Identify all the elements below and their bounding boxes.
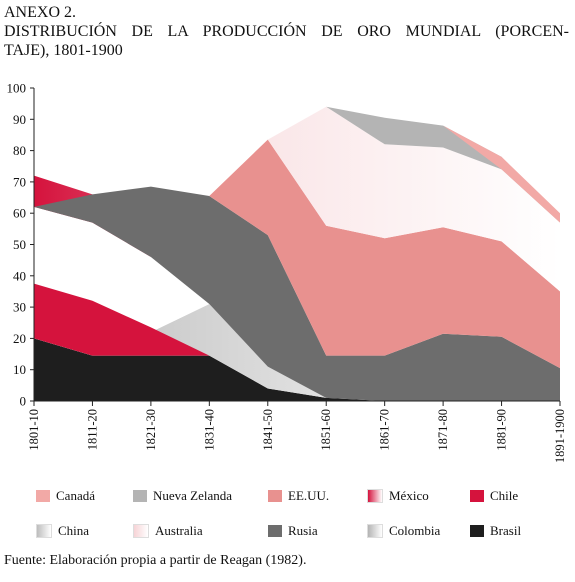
y-tick-label: 90 [13, 112, 26, 127]
area-colombia [34, 206, 560, 401]
y-tick-label: 30 [13, 300, 26, 315]
y-tick-label: 70 [13, 174, 26, 189]
area-nueva-zelanda [34, 106, 560, 223]
y-tick-label: 100 [7, 81, 27, 96]
y-tick-label: 80 [13, 143, 26, 158]
x-tick-label: 1891-1900 [553, 409, 567, 463]
y-tick-label: 10 [13, 362, 26, 377]
stacked-area-chart: 0 10 20 30 40 50 60 70 80 90 100 1801-10 1811-20 1821… [7, 81, 568, 464]
area-ee-uu [34, 139, 560, 369]
x-tick-label: 1811-20 [85, 409, 99, 450]
x-tick-label: 1861-70 [378, 409, 392, 451]
title-line-2: DISTRIBUCIÓN DE LA PRODUCCIÓN DE ORO MUN… [4, 23, 569, 40]
area-china [34, 304, 560, 401]
y-tick-label: 60 [13, 206, 26, 221]
y-tick-label: 0 [20, 394, 27, 409]
chart-title: ANEXO 2. DISTRIBUCIÓN DE LA PRODUCCIÓN D… [4, 3, 569, 60]
area-rusia [34, 186, 560, 401]
area-australia [34, 106, 560, 292]
source-note: Fuente: Elaboración propia a partir de R… [4, 553, 307, 568]
title-line-3: TAJE), 1801-1900 [4, 42, 123, 59]
x-tick-label: 1831-40 [202, 409, 216, 451]
y-tick-label: 40 [13, 268, 26, 283]
area-chile [34, 283, 560, 401]
area-brasil [34, 338, 560, 401]
x-tick-label: 1801-10 [27, 409, 41, 451]
y-tick-label: 20 [13, 331, 26, 346]
x-tick-label: 1851-60 [319, 409, 333, 451]
x-tick-label: 1821-30 [144, 409, 158, 451]
area-layers [34, 106, 560, 401]
x-tick-label: 1881-90 [495, 409, 509, 451]
x-tick-label: 1841-50 [261, 409, 275, 451]
x-tick-label: 1871-80 [436, 409, 450, 451]
y-tick-label: 50 [13, 237, 26, 252]
title-line-1: ANEXO 2. [4, 4, 76, 21]
axes: 0 10 20 30 40 50 60 70 80 90 100 1801-10 1811-20 1821… [7, 81, 568, 464]
